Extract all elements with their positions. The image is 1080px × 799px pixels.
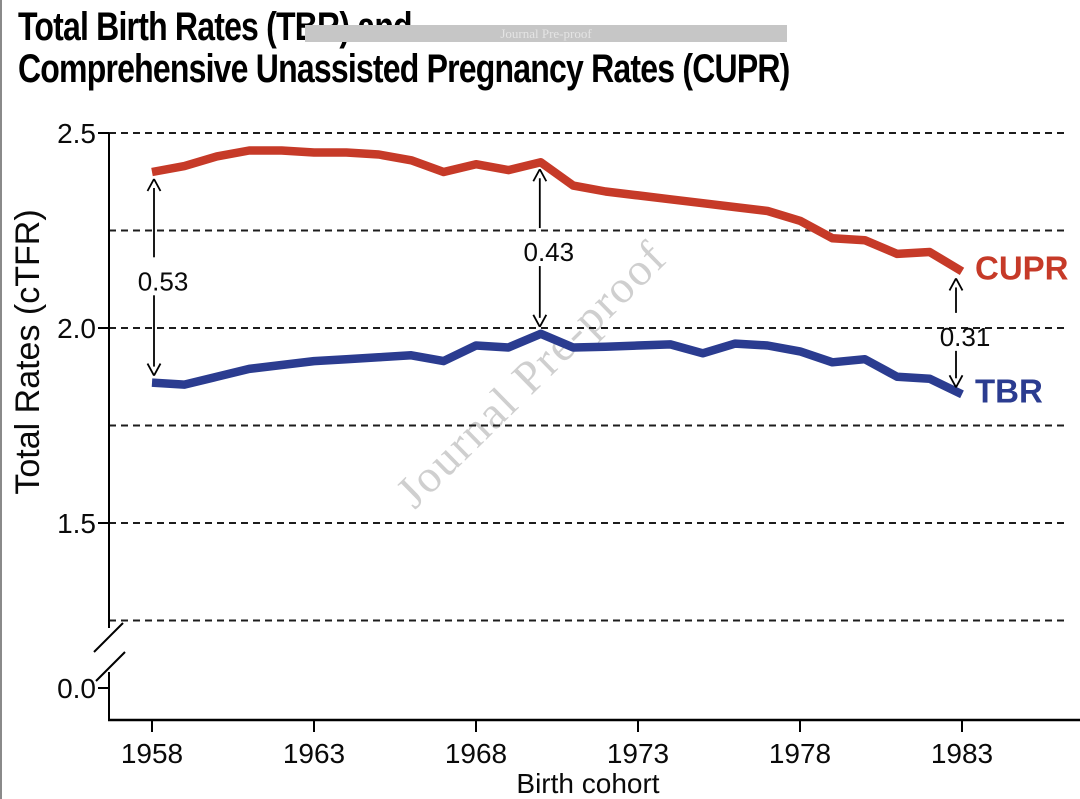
diagonal-watermark: Journal Pre-proof — [386, 231, 677, 518]
annotation-053-arrowhead-down — [153, 363, 162, 377]
x-axis-title: Birth cohort — [516, 768, 659, 799]
annotation-043-arrowhead-down — [539, 314, 548, 328]
y-tick-label-1.5: 1.5 — [57, 508, 96, 539]
y-tick-label-2.5: 2.5 — [57, 118, 96, 149]
y-tick-label-2.0: 2.0 — [57, 313, 96, 344]
axis-break-slash-1 — [93, 622, 124, 653]
series-label-tbr: TBR — [975, 372, 1043, 409]
x-tick-label-1958: 1958 — [121, 738, 183, 769]
annotation-031-arrowhead-down — [955, 374, 964, 388]
x-tick-label-1978: 1978 — [769, 738, 831, 769]
annotation-031-arrowhead-down — [948, 374, 957, 388]
axis-break-slash-2 — [95, 651, 126, 682]
x-tick-label-1983: 1983 — [931, 738, 993, 769]
y-tick-label-0.0: 0.0 — [57, 673, 96, 704]
figure-title-line2: Comprehensive Unassisted Pregnancy Rates… — [18, 47, 790, 91]
annotation-053-arrowhead-down — [146, 363, 155, 377]
y-axis-title: Total Rates (cTFR) — [9, 209, 47, 494]
x-tick-label-1973: 1973 — [607, 738, 669, 769]
series-line-tbr — [151, 329, 964, 399]
annotation-031-arrowhead-up — [948, 278, 957, 291]
series-line-cupr — [151, 146, 965, 276]
annotation-043-label: 0.43 — [523, 237, 574, 267]
x-tick-label-1963: 1963 — [283, 738, 345, 769]
x-tick-label-1968: 1968 — [445, 738, 507, 769]
annotation-053-arrowhead-up — [153, 178, 162, 192]
annotation-043-arrowhead-up — [539, 168, 548, 182]
annotation-043-arrowhead-down — [532, 314, 541, 328]
series-label-cupr: CUPR — [975, 249, 1069, 286]
annotation-053-label: 0.53 — [138, 266, 189, 296]
annotation-053-arrowhead-up — [146, 178, 155, 192]
journal-preproof-banner: Journal Pre-proof — [305, 25, 787, 42]
annotation-031-arrowhead-up — [955, 278, 964, 291]
journal-preproof-banner-text: Journal Pre-proof — [500, 26, 592, 41]
annotation-031-label: 0.31 — [940, 322, 991, 352]
figure-title: Total Birth Rates (TBR) and Comprehensiv… — [18, 6, 790, 90]
annotation-043-arrowhead-up — [532, 168, 541, 182]
